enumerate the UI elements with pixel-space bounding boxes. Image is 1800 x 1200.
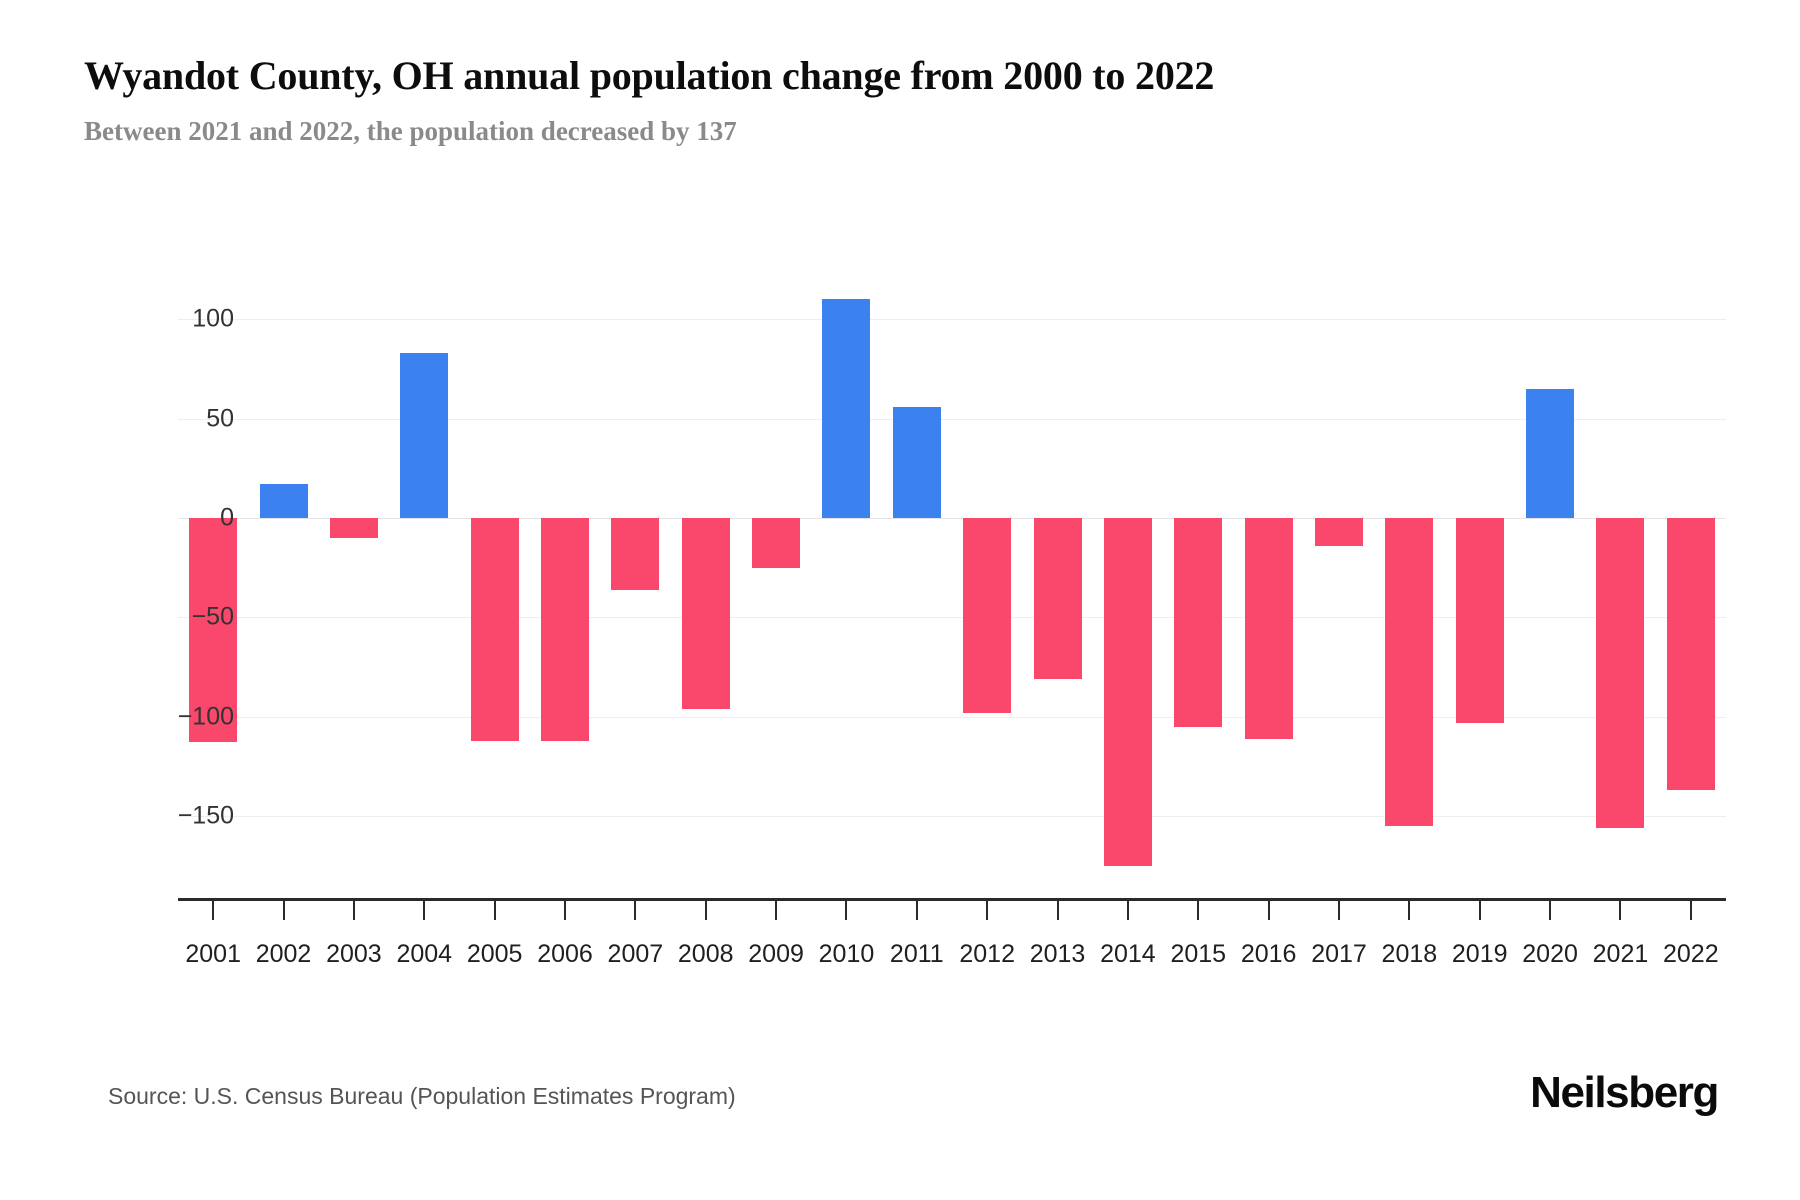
x-axis-tick: [634, 898, 637, 920]
y-axis-tick-label: −100: [177, 702, 234, 731]
x-axis-tick: [1478, 898, 1481, 920]
bar[interactable]: [822, 299, 871, 518]
bar[interactable]: [611, 518, 660, 590]
x-axis-tick-label: 2013: [1029, 940, 1086, 968]
x-axis-tick-label: 2002: [255, 940, 312, 968]
x-axis-tick: [845, 898, 848, 920]
zero-baseline: [178, 518, 1726, 519]
bar[interactable]: [329, 518, 378, 538]
bar[interactable]: [400, 353, 449, 518]
bar[interactable]: [1385, 518, 1434, 826]
bar[interactable]: [892, 406, 941, 518]
source-note: Source: U.S. Census Bureau (Population E…: [108, 1083, 736, 1109]
x-axis-tick-label: 2020: [1522, 940, 1578, 968]
x-axis-tick: [704, 898, 707, 920]
bar-series: [178, 299, 1726, 900]
x-axis-tick: [1197, 898, 1200, 920]
bar[interactable]: [752, 518, 801, 568]
bar-chart: [178, 299, 1726, 900]
x-axis-tick-label: 2004: [396, 940, 453, 968]
bar[interactable]: [1455, 518, 1504, 723]
x-axis-tick-label: 2009: [748, 940, 804, 968]
x-axis-tick: [282, 898, 285, 920]
gridline: [178, 617, 1726, 619]
chart-subtitle: Between 2021 and 2022, the population de…: [84, 116, 737, 146]
bar[interactable]: [681, 518, 730, 709]
x-axis-tick: [493, 898, 496, 920]
x-axis-tick: [1126, 898, 1129, 920]
bar[interactable]: [1315, 518, 1363, 546]
bar[interactable]: [541, 518, 589, 741]
x-axis-line: [178, 898, 1726, 901]
bar[interactable]: [1526, 388, 1575, 518]
gridline: [178, 418, 1726, 420]
y-axis-tick-label: 0: [220, 503, 234, 532]
page-title: Wyandot County, OH annual population cha…: [84, 53, 1215, 98]
x-axis-tick-label: 2006: [537, 940, 593, 968]
y-axis-tick-label: 100: [192, 304, 234, 333]
x-axis-tick: [1549, 898, 1552, 920]
x-axis-tick-label: 2022: [1663, 940, 1719, 968]
x-axis-tick-label: 2019: [1451, 940, 1508, 968]
bar[interactable]: [1244, 518, 1293, 739]
x-axis-tick: [775, 898, 778, 920]
x-axis-tick: [1056, 898, 1059, 920]
x-axis-tick-label: 2021: [1592, 940, 1649, 968]
y-axis-tick-label: −50: [191, 602, 234, 631]
bar[interactable]: [1174, 518, 1223, 727]
x-axis-tick: [1267, 898, 1270, 920]
bar[interactable]: [1596, 518, 1645, 828]
x-axis-tick: [352, 898, 355, 920]
y-axis-tick-label: 50: [206, 404, 234, 433]
gridline: [178, 816, 1726, 817]
bar[interactable]: [1103, 518, 1152, 866]
x-axis-tick-label: 2012: [959, 940, 1015, 968]
bar[interactable]: [189, 518, 238, 743]
x-axis-tick-label: 2018: [1381, 940, 1438, 968]
x-axis-tick-label: 2011: [889, 940, 944, 968]
x-axis-tick: [1338, 898, 1340, 920]
x-axis-tick: [1619, 898, 1622, 920]
bar[interactable]: [1666, 518, 1715, 791]
x-axis-tick-label: 2003: [326, 940, 382, 968]
gridline: [178, 319, 1726, 321]
x-axis-tick-label: 2005: [466, 940, 523, 968]
x-axis-tick-label: 2001: [185, 940, 241, 968]
x-axis-tick: [564, 898, 566, 920]
x-axis-tick-label: 2007: [607, 940, 664, 968]
x-axis-tick-label: 2015: [1170, 940, 1227, 968]
x-axis-tick: [1689, 898, 1692, 920]
bar[interactable]: [963, 518, 1012, 713]
x-axis-tick-label: 2008: [677, 940, 734, 968]
x-axis-tick-label: 2016: [1240, 940, 1297, 968]
bar[interactable]: [1033, 518, 1082, 679]
x-axis-tick-label: 2010: [818, 940, 875, 968]
x-axis-tick: [212, 898, 215, 920]
x-axis-tick-label: 2017: [1311, 940, 1367, 968]
x-axis-tick: [423, 898, 426, 920]
x-axis-tick: [986, 898, 989, 920]
bar[interactable]: [470, 518, 519, 741]
x-axis-tick: [915, 898, 918, 920]
brand-logo: Neilsberg: [1530, 1068, 1719, 1117]
x-axis-tick: [1408, 898, 1411, 920]
chart-header: Wyandot County, OH annual population cha…: [84, 52, 1724, 148]
y-axis-tick-label: −150: [177, 801, 234, 830]
gridline: [178, 716, 1726, 718]
x-axis-tick-label: 2014: [1100, 940, 1156, 968]
bar[interactable]: [259, 484, 308, 518]
